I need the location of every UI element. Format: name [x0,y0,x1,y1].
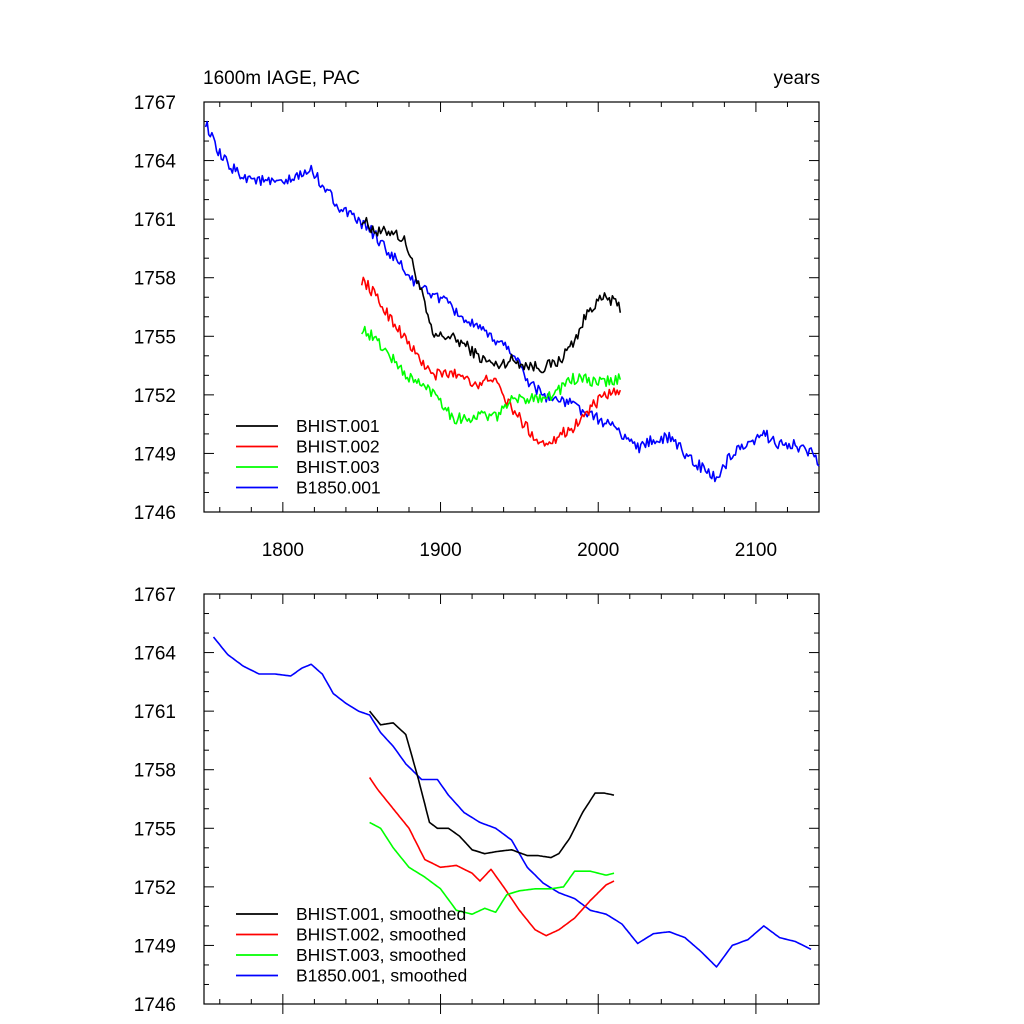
y-tick-label: 1749 [134,444,176,465]
series-line-2 [369,821,615,915]
top-panel: 1600m IAGE, PAC years 1746 1749 1752 1755 17… [134,68,820,561]
x-tick-label: 1900 [419,540,461,561]
plot-frame [203,593,820,1005]
y-tick-label: 1755 [134,327,176,348]
plot-frame [203,101,820,513]
y-tick-label: 1758 [134,269,176,290]
series-line-2 [361,325,622,425]
series-line-0 [368,710,615,859]
y-tick-label: 1752 [134,386,176,407]
x-tick-label: 2000 [577,540,619,561]
series-line-1 [368,777,615,937]
y-tick-label: 1752 [134,878,176,899]
series-line-1 [360,276,622,447]
y-tick-label: 1755 [134,819,176,840]
panel-title: 1600m IAGE, PAC [203,68,360,89]
y-tick-label: 1761 [134,210,176,231]
y-tick-label: 1746 [134,503,176,524]
series-line-3 [212,636,812,968]
legend-label: B1850.001, smoothed [296,966,467,986]
bottom-panel: 1746 1749 1752 1755 1758 1761 1764 1767 BHIST.00… [134,585,820,1016]
y-tick-label: 1758 [134,761,176,782]
y-tick-label: 1767 [134,93,176,114]
legend-label: BHIST.002 [296,437,380,457]
y-tick-label: 1767 [134,585,176,606]
x-tick-label: 1800 [262,540,304,561]
legend-label: BHIST.002, smoothed [296,925,466,945]
y-tick-label: 1749 [134,936,176,957]
series-line-0 [361,216,622,374]
panel-units: years [774,68,820,89]
y-tick-label: 1761 [134,702,176,723]
legend-label: BHIST.001, smoothed [296,904,466,924]
legend-label: BHIST.003, smoothed [296,945,466,965]
y-tick-label: 1746 [134,995,176,1016]
legend-label: B1850.001 [296,478,381,498]
y-tick-label: 1764 [134,152,177,173]
legend-label: BHIST.003 [296,457,380,477]
x-tick-label: 2100 [735,540,777,561]
y-tick-label: 1764 [134,644,177,665]
legend-label: BHIST.001 [296,416,380,436]
